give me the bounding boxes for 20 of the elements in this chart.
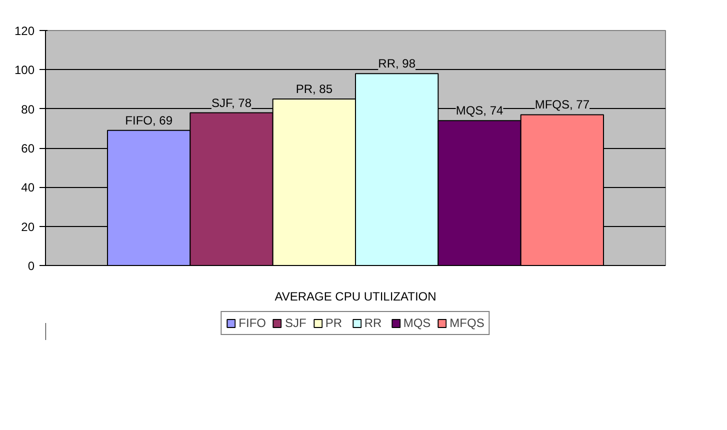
y-tick-label: 100 <box>14 63 35 78</box>
y-tick-label: 20 <box>21 220 35 234</box>
data-label: MQS, 74 <box>456 104 504 118</box>
y-tick-label: 0 <box>28 259 35 273</box>
y-tick-label: 60 <box>21 142 35 156</box>
legend-label: RR <box>364 316 383 330</box>
legend-label: SJF <box>284 316 306 330</box>
x-tick-label: AVERAGE CPU UTILIZATION <box>274 290 436 304</box>
data-label: MFQS, 77 <box>534 98 590 112</box>
data-label: SJF, 78 <box>211 96 252 110</box>
legend-label: MFQS <box>450 316 484 330</box>
legend-label: MQS <box>403 316 431 330</box>
y-tick-label: 120 <box>14 24 35 38</box>
legend-label: PR <box>325 316 343 330</box>
y-tick-label: 80 <box>21 102 35 116</box>
y-tick-label: 40 <box>21 180 35 195</box>
data-label: FIFO, 69 <box>125 113 173 128</box>
data-label: RR, 98 <box>378 56 416 71</box>
legend-label: FIFO <box>238 316 266 330</box>
data-label: PR, 85 <box>296 82 333 96</box>
